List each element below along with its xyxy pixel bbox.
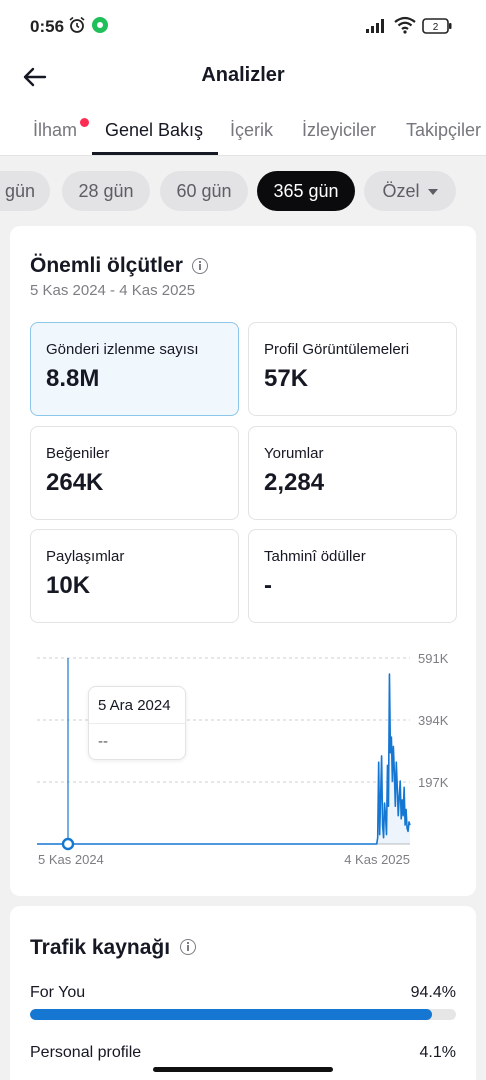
metric-label: Yorumlar — [264, 445, 324, 462]
metric-label: Tahminî ödüller — [264, 548, 366, 565]
key-metrics-title: Önemli ölçütler — [30, 254, 183, 277]
traffic-value-personal-profile: 4.1% — [419, 1044, 456, 1061]
chip-label: 28 gün — [78, 181, 134, 201]
metric-value: - — [264, 572, 272, 599]
x-tick-label: 4 Kas 2025 — [344, 852, 410, 867]
chip-label: 365 gün — [273, 181, 339, 201]
page-title: Analizler — [201, 64, 285, 86]
tooltip-date: 5 Ara 2024 — [98, 697, 171, 714]
chart-tooltip: 5 Ara 2024 -- — [88, 686, 186, 760]
chip-365-gun[interactable]: 365 gün — [257, 171, 355, 211]
alarm-icon — [69, 16, 85, 33]
app-notification-icon — [92, 17, 108, 33]
date-range-chips: gün 28 gün 60 gün 365 gün Özel — [0, 156, 486, 226]
active-tab-indicator — [92, 152, 218, 155]
metric-value: 2,284 — [264, 469, 325, 496]
tab-bar: İlham Genel Bakış İçerik İzleyiciler Tak… — [0, 102, 486, 156]
line-chart[interactable]: 591K 394K 197K 5 Kas 2024 4 Kas 2025 — [10, 646, 476, 876]
battery-level: 2 — [433, 22, 439, 33]
tab-notification-dot — [80, 118, 89, 127]
metric-value: 57K — [264, 365, 309, 392]
metric-value: 8.8M — [46, 365, 100, 392]
chip-label: Özel — [382, 181, 420, 201]
traffic-bar-fill — [30, 1009, 433, 1020]
tooltip-value: -- — [98, 733, 108, 750]
metric-estimated-rewards[interactable]: Tahminî ödüller - — [248, 529, 457, 623]
info-icon[interactable] — [180, 939, 196, 955]
chip-label: gün — [4, 181, 36, 201]
metric-label: Beğeniler — [46, 445, 110, 462]
home-indicator[interactable] — [153, 1067, 333, 1072]
metric-profile-views[interactable]: Profil Görüntülemeleri 57K — [248, 322, 457, 416]
traffic-source-card: Trafik kaynağı For You 94.4% Personal pr… — [10, 906, 476, 1080]
date-range-label: 5 Kas 2024 - 4 Kas 2025 — [30, 282, 196, 299]
metric-comments[interactable]: Yorumlar 2,284 — [248, 426, 457, 520]
metric-post-views[interactable]: Gönderi izlenme sayısı 8.8M — [30, 322, 239, 416]
metric-value: 264K — [46, 469, 104, 496]
metric-value: 10K — [46, 572, 91, 599]
metric-label: Paylaşımlar — [46, 548, 125, 565]
chip-ozel[interactable]: Özel — [364, 171, 456, 211]
series-line — [37, 673, 411, 845]
x-tick-label: 5 Kas 2024 — [38, 852, 104, 867]
tab-ilham[interactable]: İlham — [33, 120, 78, 140]
tab-izleyiciler[interactable]: İzleyiciler — [302, 120, 377, 140]
signal-icon — [366, 19, 384, 33]
info-icon[interactable] — [192, 258, 208, 274]
battery-icon: 2 — [422, 18, 452, 34]
metric-likes[interactable]: Beğeniler 264K — [30, 426, 239, 520]
traffic-bar-for-you — [30, 1009, 456, 1020]
wifi-icon — [394, 16, 416, 34]
status-bar: 0:56 2 — [0, 0, 486, 52]
app-header: Analizler — [0, 52, 486, 102]
chip-label: 60 gün — [176, 181, 232, 201]
views-chart[interactable]: 591K 394K 197K 5 Kas 2024 4 Kas 2025 5 Ara 2… — [10, 646, 476, 876]
y-tick-label: 394K — [418, 713, 449, 728]
tab-icerik[interactable]: İçerik — [230, 120, 274, 140]
traffic-value-for-you: 94.4% — [410, 984, 456, 1001]
tab-takipciler[interactable]: Takipçiler — [406, 120, 482, 140]
chip-60-gun[interactable]: 60 gün — [160, 171, 248, 211]
status-time: 0:56 — [30, 17, 65, 36]
traffic-source-title: Trafik kaynağı — [30, 936, 171, 959]
chevron-down-icon — [427, 189, 438, 196]
y-tick-label: 591K — [418, 651, 449, 666]
metric-label: Gönderi izlenme sayısı — [46, 341, 199, 358]
chip-gun[interactable]: gün — [0, 171, 50, 211]
chip-28-gun[interactable]: 28 gün — [62, 171, 150, 211]
key-metrics-card: Önemli ölçütler 5 Kas 2024 - 4 Kas 2025 … — [10, 226, 476, 896]
cursor-marker — [61, 837, 75, 851]
traffic-label-personal-profile: Personal profile — [30, 1044, 142, 1061]
traffic-label-for-you: For You — [30, 984, 86, 1001]
y-tick-label: 197K — [418, 775, 449, 790]
back-arrow-icon[interactable] — [18, 60, 52, 94]
tab-genel-bakis[interactable]: Genel Bakış — [105, 120, 204, 140]
metric-shares[interactable]: Paylaşımlar 10K — [30, 529, 239, 623]
metric-label: Profil Görüntülemeleri — [264, 341, 410, 358]
tooltip-divider — [89, 723, 185, 724]
